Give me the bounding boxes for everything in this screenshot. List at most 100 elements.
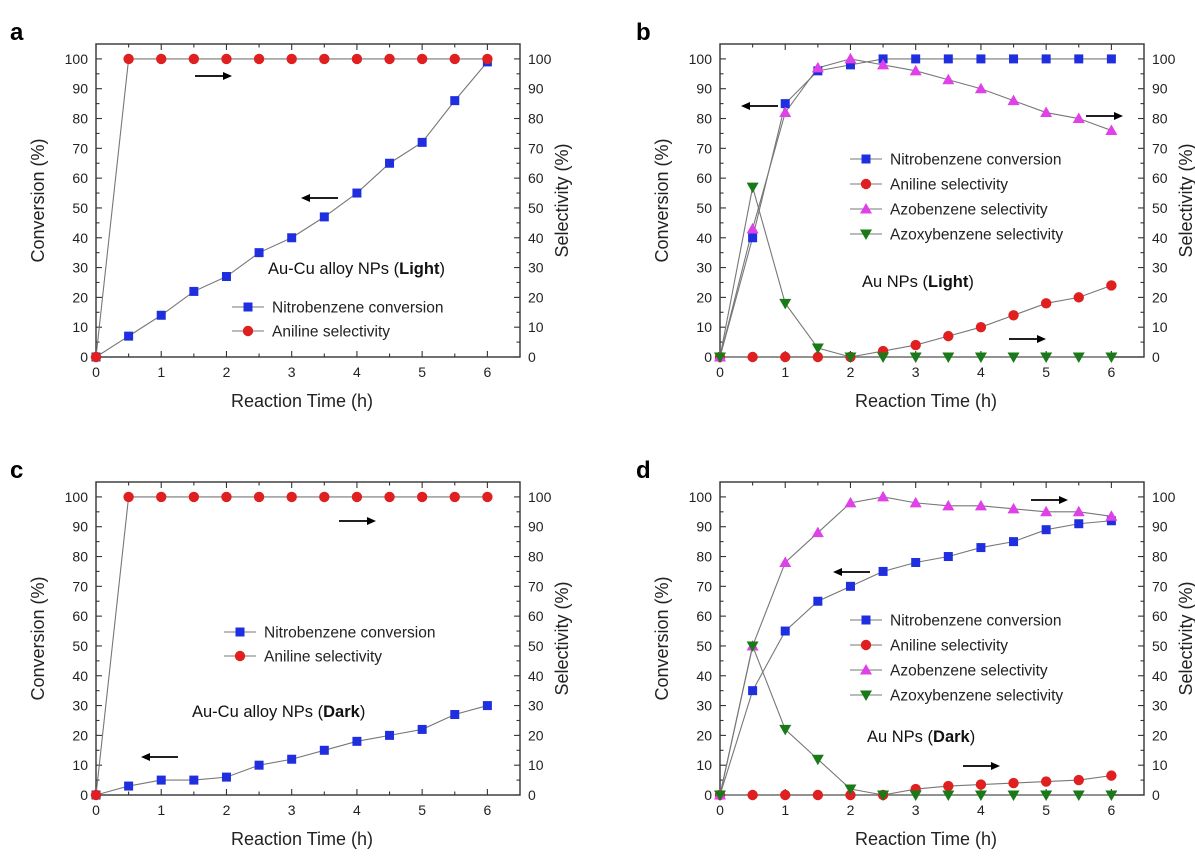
y-tick-label-left: 80 — [72, 111, 88, 127]
data-point-nitrobenzene-conversion — [976, 543, 986, 553]
y-axis-title-left: Conversion (%) — [652, 576, 672, 700]
annotation-condition: Dark — [323, 703, 361, 721]
data-point-aniline-selectivity — [253, 53, 265, 65]
data-point-nitrobenzene-conversion — [1106, 54, 1116, 64]
y-tick-label-left: 60 — [696, 608, 712, 624]
y-tick-label-right: 100 — [528, 51, 552, 67]
data-point-nitrobenzene-conversion — [287, 233, 297, 243]
y-tick-label-left: 20 — [696, 289, 712, 305]
y-tick-label-left: 20 — [72, 727, 88, 743]
y-tick-label-left: 30 — [72, 260, 88, 276]
data-point-aniline-selectivity — [1073, 292, 1084, 303]
x-tick-label: 1 — [157, 364, 165, 380]
data-point-azobenzene-selectivity — [844, 52, 857, 64]
y-axis-title-left: Conversion (%) — [28, 138, 48, 262]
x-tick-label: 0 — [716, 802, 724, 818]
data-point-azobenzene-selectivity — [1105, 510, 1118, 521]
data-point-aniline-selectivity — [188, 53, 200, 65]
y-tick-label-right: 40 — [1152, 668, 1168, 684]
x-tick-label: 0 — [716, 364, 724, 380]
data-point-azoxybenzene-selectivity — [1007, 790, 1020, 801]
y-tick-label-left: 20 — [72, 289, 88, 305]
y-tick-label-left: 50 — [72, 200, 88, 216]
plot-frame — [719, 43, 1145, 358]
y-tick-label-right: 40 — [1152, 230, 1168, 246]
data-point-aniline-selectivity — [416, 53, 428, 65]
y-tick-label-right: 80 — [528, 549, 544, 565]
data-point-aniline-selectivity — [780, 351, 791, 363]
data-point-nitrobenzene-conversion — [221, 772, 231, 782]
y-tick-label-left: 80 — [696, 111, 712, 127]
y-tick-label-right: 0 — [528, 349, 536, 365]
y-tick-label-left: 90 — [696, 81, 712, 97]
data-point-aniline-selectivity — [482, 491, 493, 503]
axis-arrow-head — [1059, 496, 1068, 504]
data-point-nitrobenzene-conversion — [1009, 537, 1019, 547]
y-tick-label-right: 0 — [1152, 787, 1160, 803]
data-point-aniline-selectivity — [123, 53, 134, 65]
x-tick-label: 4 — [353, 364, 361, 380]
data-point-azobenzene-selectivity — [909, 64, 922, 76]
data-point-nitrobenzene-conversion — [287, 754, 297, 764]
x-tick-label: 0 — [92, 364, 100, 380]
x-tick-label: 5 — [418, 364, 426, 380]
data-point-azobenzene-selectivity — [779, 106, 792, 118]
y-tick-label-left: 80 — [72, 549, 88, 565]
data-point-nitrobenzene-conversion — [254, 248, 264, 258]
data-point-azoxybenzene-selectivity — [714, 352, 726, 363]
y-axis-title-right: Selectivity (%) — [552, 581, 572, 695]
data-point-aniline-selectivity — [1106, 770, 1117, 781]
y-axis-title-left: Conversion (%) — [28, 576, 48, 700]
data-point-azobenzene-selectivity — [877, 490, 890, 502]
data-point-aniline-selectivity — [780, 789, 791, 801]
panel-letter: d — [636, 457, 651, 484]
y-tick-label-left: 60 — [696, 170, 712, 186]
data-point-azobenzene-selectivity — [974, 82, 987, 94]
data-point-nitrobenzene-conversion — [813, 596, 823, 606]
annotation-condition: Dark — [933, 728, 971, 746]
data-point-aniline-selectivity — [449, 491, 460, 503]
annotation-suffix: ) — [968, 273, 974, 291]
data-point-aniline-selectivity — [384, 53, 395, 65]
y-tick-label-left: 70 — [72, 140, 88, 156]
data-point-aniline-selectivity — [156, 491, 167, 503]
y-tick-label-right: 50 — [528, 638, 544, 654]
data-point-azoxybenzene-selectivity — [1105, 352, 1118, 363]
annotation-condition: Light — [928, 273, 969, 291]
data-point-azobenzene-selectivity — [811, 526, 824, 538]
legend-marker-azoxybenzene-selectivity — [860, 690, 872, 701]
legend-marker-aniline-selectivity — [860, 639, 872, 651]
legend-marker-azobenzene-selectivity — [860, 203, 872, 214]
data-point-azobenzene-selectivity — [844, 496, 857, 508]
legend-label: Nitrobenzene conversion — [272, 300, 443, 317]
axis-arrow-head — [833, 568, 842, 576]
data-point-azoxybenzene-selectivity — [974, 790, 987, 801]
data-point-azobenzene-selectivity — [779, 556, 792, 567]
y-tick-label-left: 90 — [72, 519, 88, 535]
data-point-nitrobenzene-conversion — [254, 760, 264, 770]
y-tick-label-right: 70 — [1152, 140, 1168, 156]
data-point-azoxybenzene-selectivity — [877, 790, 890, 801]
y-tick-label-right: 10 — [528, 757, 544, 773]
data-point-nitrobenzene-conversion — [156, 310, 166, 320]
data-point-azobenzene-selectivity — [974, 499, 987, 511]
y-tick-label-right: 40 — [528, 668, 544, 684]
legend-label: Aniline selectivity — [272, 324, 390, 341]
data-point-nitrobenzene-conversion — [943, 552, 953, 562]
y-axis-title-right: Selectivity (%) — [552, 143, 572, 257]
y-tick-label-right: 80 — [1152, 549, 1168, 565]
data-point-aniline-selectivity — [747, 351, 758, 363]
x-tick-label: 2 — [847, 364, 855, 380]
y-tick-label-left: 0 — [704, 787, 712, 803]
annotation-suffix: ) — [970, 728, 976, 746]
axis-arrow-head — [223, 72, 232, 80]
y-tick-label-left: 70 — [696, 140, 712, 156]
y-tick-label-left: 20 — [696, 727, 712, 743]
y-tick-label-left: 0 — [80, 787, 88, 803]
x-axis-title: Reaction Time (h) — [855, 829, 997, 849]
data-point-azobenzene-selectivity — [1072, 505, 1085, 517]
y-tick-label-left: 90 — [696, 519, 712, 535]
data-point-aniline-selectivity — [156, 53, 167, 65]
y-tick-label-right: 10 — [1152, 319, 1168, 335]
